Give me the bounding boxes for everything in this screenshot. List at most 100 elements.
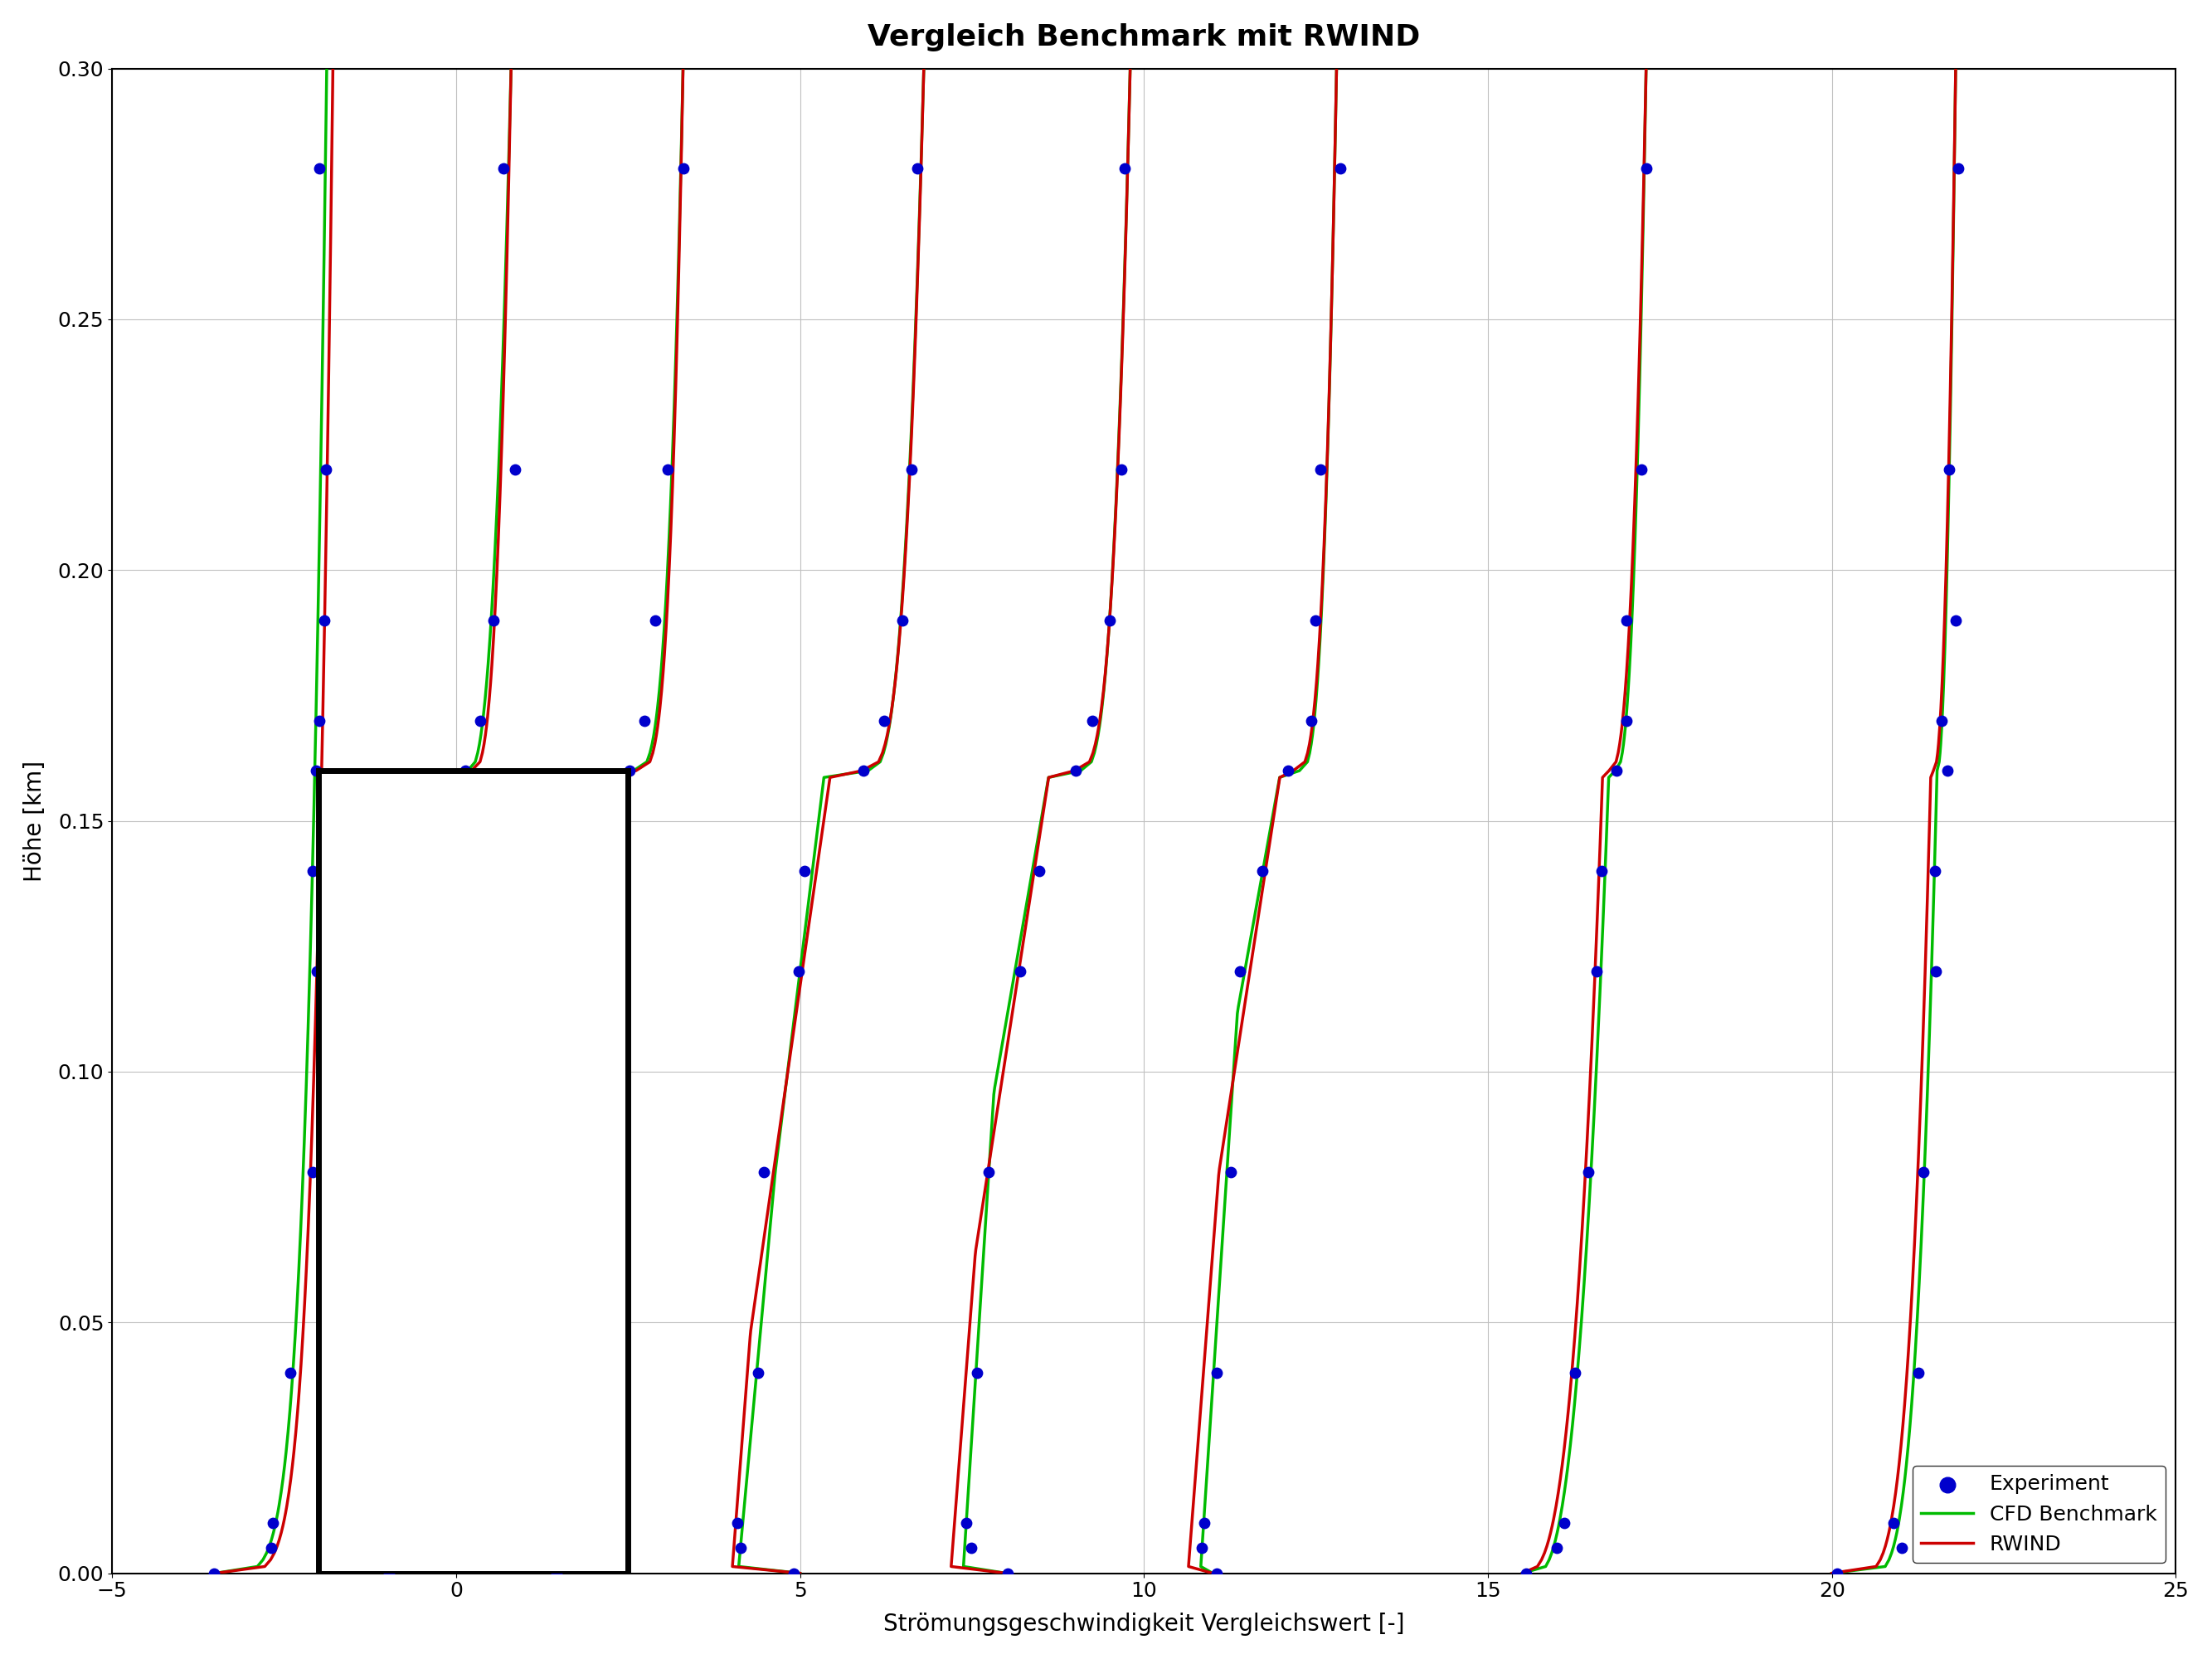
Point — [1940, 156, 1975, 182]
Point — [363, 1158, 398, 1185]
Point — [1002, 957, 1037, 984]
Point — [1223, 957, 1259, 984]
Point — [953, 1535, 989, 1561]
Point — [787, 858, 823, 884]
Point — [1924, 707, 1960, 733]
Point — [1022, 858, 1057, 884]
Point — [1323, 156, 1358, 182]
Point — [1608, 607, 1644, 634]
Point — [776, 1559, 812, 1586]
Point — [349, 1510, 385, 1536]
Experiment — [294, 858, 330, 884]
Experiment — [301, 156, 336, 182]
Experiment — [307, 456, 343, 483]
Point — [1608, 707, 1644, 733]
RWIND — [319, 58, 345, 78]
RWIND — [296, 1206, 323, 1226]
Experiment — [307, 607, 343, 634]
Point — [535, 1158, 571, 1185]
Point — [991, 1559, 1026, 1586]
Experiment — [272, 1359, 307, 1385]
Point — [1599, 758, 1635, 785]
Point — [900, 156, 936, 182]
Point — [1075, 707, 1110, 733]
Point — [1106, 156, 1141, 182]
Point — [1509, 1559, 1544, 1586]
Point — [498, 456, 533, 483]
Point — [666, 156, 701, 182]
Point — [1303, 456, 1338, 483]
Point — [650, 456, 686, 483]
Point — [1931, 456, 1966, 483]
Experiment — [303, 707, 338, 733]
Point — [1624, 456, 1659, 483]
CFD Benchmark — [314, 58, 341, 78]
CFD Benchmark — [312, 209, 338, 229]
Point — [1918, 858, 1953, 884]
Point — [507, 1535, 542, 1561]
Point — [372, 1559, 407, 1586]
Point — [540, 1559, 575, 1586]
RWIND — [319, 209, 345, 229]
Point — [1931, 758, 1966, 785]
Point — [867, 707, 902, 733]
Point — [1270, 758, 1305, 785]
Title: Vergleich Benchmark mit RWIND: Vergleich Benchmark mit RWIND — [867, 23, 1420, 51]
CFD Benchmark — [288, 1206, 314, 1226]
CFD Benchmark — [201, 1563, 228, 1583]
Point — [885, 607, 920, 634]
Point — [1938, 607, 1973, 634]
RWIND — [201, 1563, 228, 1583]
Point — [1540, 1535, 1575, 1561]
Point — [1876, 1510, 1911, 1536]
Point — [1584, 858, 1619, 884]
Point — [1214, 1158, 1250, 1185]
Experiment — [254, 1535, 290, 1561]
Point — [1186, 1510, 1221, 1536]
Point — [1546, 1510, 1582, 1536]
Point — [719, 1510, 754, 1536]
Point — [476, 607, 511, 634]
Point — [1628, 156, 1663, 182]
CFD Benchmark — [268, 1483, 294, 1503]
Y-axis label: Höhe [km]: Höhe [km] — [22, 760, 46, 881]
Point — [613, 758, 648, 785]
Point — [1183, 1535, 1219, 1561]
Point — [407, 858, 442, 884]
X-axis label: Strömungsgeschwindigkeit Vergleichswert [-]: Strömungsgeschwindigkeit Vergleichswert … — [883, 1613, 1405, 1636]
Point — [781, 957, 816, 984]
Point — [1557, 1359, 1593, 1385]
Point — [949, 1510, 984, 1536]
Point — [1199, 1359, 1234, 1385]
Point — [361, 1359, 396, 1385]
Point — [723, 1535, 759, 1561]
Point — [1818, 1559, 1854, 1586]
RWIND — [290, 1314, 316, 1334]
Point — [447, 758, 482, 785]
Point — [343, 1535, 378, 1561]
Point — [522, 1359, 557, 1385]
Experiment — [254, 1510, 290, 1536]
CFD Benchmark — [283, 1314, 310, 1334]
CFD Benchmark — [263, 1510, 290, 1530]
Line: RWIND: RWIND — [215, 68, 332, 1573]
Point — [971, 1158, 1006, 1185]
Point — [1918, 957, 1953, 984]
Bar — [319, 771, 628, 1573]
Point — [1057, 758, 1093, 785]
Point — [1885, 1535, 1920, 1561]
RWIND — [319, 148, 345, 168]
Point — [1294, 707, 1329, 733]
Point — [1298, 607, 1334, 634]
Point — [509, 1510, 544, 1536]
Point — [894, 456, 929, 483]
Legend: Experiment, CFD Benchmark, RWIND: Experiment, CFD Benchmark, RWIND — [1913, 1467, 2166, 1563]
Point — [960, 1359, 995, 1385]
Point — [745, 1158, 781, 1185]
Point — [1579, 957, 1615, 984]
Point — [637, 607, 672, 634]
CFD Benchmark — [312, 148, 338, 168]
Experiment — [294, 1158, 330, 1185]
Point — [1093, 607, 1128, 634]
Line: CFD Benchmark: CFD Benchmark — [215, 68, 327, 1573]
